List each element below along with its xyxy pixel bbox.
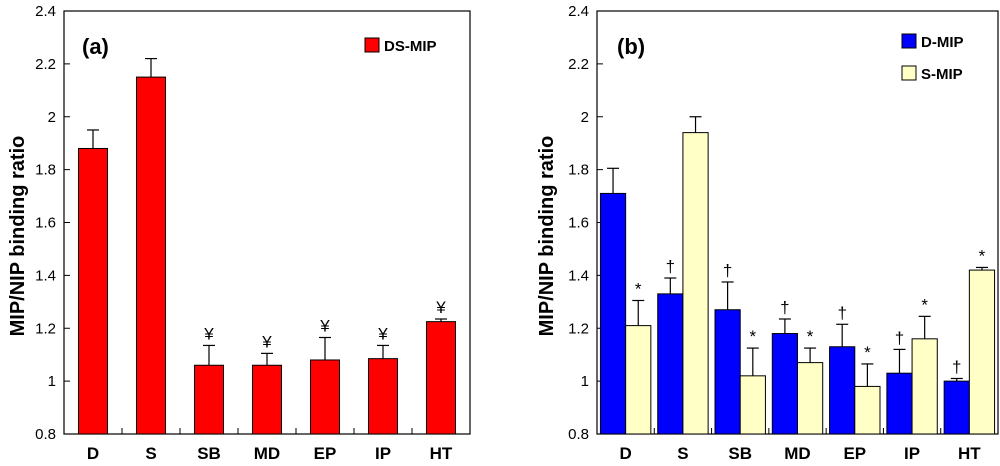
- panel-b: MIP/NIP binding ratio (b) D-MIP S-MIP 0.…: [536, 3, 999, 463]
- panel-label-a: (a): [82, 34, 109, 59]
- significance-mark: *: [807, 327, 814, 346]
- significance-mark: †: [780, 298, 789, 317]
- significance-mark: ¥: [203, 324, 214, 343]
- significance-mark: *: [979, 246, 986, 265]
- legend-swatch-d-mip: [901, 33, 917, 49]
- y-tick-label: 2: [48, 109, 56, 126]
- x-tick-label: D: [620, 444, 632, 463]
- bar-s-mip: [854, 385, 881, 435]
- y-tick-label: 2.4: [35, 3, 56, 20]
- significance-mark: †: [666, 257, 675, 276]
- y-tick-label: 2.4: [568, 3, 589, 20]
- y-tick-label: 2.2: [35, 56, 56, 73]
- bar-s-mip: [682, 132, 709, 435]
- bar-ds-mip: [426, 321, 456, 435]
- x-tick-label: MD: [254, 444, 280, 463]
- bar-d-mip: [771, 333, 799, 435]
- bar-d-mip: [829, 346, 856, 435]
- significance-mark: ¥: [377, 324, 388, 343]
- y-tick-label: 1.6: [568, 215, 589, 232]
- y-tick-label: 0.8: [568, 426, 589, 443]
- legend-swatch-ds-mip: [364, 37, 380, 53]
- legend-swatch-s-mip: [901, 65, 917, 81]
- y-tick-label: 0.8: [35, 426, 56, 443]
- x-tick-label: D: [87, 444, 99, 463]
- x-tick-label: HT: [958, 444, 981, 463]
- bar-s-mip: [739, 375, 766, 435]
- bar-d-mip: [714, 309, 741, 435]
- significance-mark: *: [921, 295, 928, 314]
- y-tick-label: 1.6: [35, 215, 56, 232]
- significance-mark: ¥: [435, 298, 446, 317]
- x-tick-label: EP: [314, 444, 337, 463]
- x-tick-label: MD: [784, 444, 810, 463]
- bar-s-mip: [625, 325, 652, 435]
- significance-mark: †: [837, 303, 846, 322]
- x-tick-label: IP: [375, 444, 391, 463]
- significance-mark: †: [895, 328, 904, 347]
- y-axis-label-b: MIP/NIP binding ratio: [536, 136, 558, 337]
- y-axis-label-a: MIP/NIP binding ratio: [7, 136, 29, 337]
- legend-label-s-mip: S-MIP: [921, 66, 963, 83]
- y-tick-label: 2.2: [568, 56, 589, 73]
- y-tick-label: 1: [48, 373, 56, 390]
- significance-mark: †: [952, 357, 961, 376]
- significance-mark: ¥: [261, 332, 272, 351]
- y-tick-label: 2: [581, 109, 589, 126]
- bar-ds-mip: [252, 364, 282, 435]
- y-tick-label: 1.8: [568, 162, 589, 179]
- bar-s-mip: [968, 269, 996, 435]
- x-tick-label: S: [677, 444, 688, 463]
- bar-d-mip: [886, 372, 913, 435]
- y-tick-label: 1.4: [568, 267, 589, 284]
- x-tick-label: HT: [430, 444, 453, 463]
- y-tick-label: 1.4: [35, 267, 56, 284]
- x-tick-label: EP: [843, 444, 866, 463]
- significance-mark: *: [635, 279, 642, 298]
- panel-a: MIP/NIP binding ratio (a) DS-MIP 0.8 1 1.2…: [7, 3, 471, 463]
- bar-ds-mip: [194, 364, 224, 435]
- bar-ds-mip: [136, 76, 166, 435]
- bar-d-mip: [657, 293, 684, 435]
- bar-s-mip: [797, 362, 824, 435]
- y-tick-label: 1.2: [568, 320, 589, 337]
- significance-mark: ¥: [319, 317, 330, 336]
- bar-d-mip: [943, 380, 970, 435]
- y-tick-label: 1: [581, 373, 589, 390]
- significance-mark: †: [723, 261, 732, 280]
- bar-d-mip: [599, 192, 627, 435]
- y-tick-label: 1.2: [35, 320, 56, 337]
- bar-ds-mip: [368, 358, 398, 435]
- legend-label-d-mip: D-MIP: [921, 34, 964, 51]
- plot-area-a: 0.8 1 1.2 1.4 1.6 1.8 2 2.2 2.4 D S SB MD EP IP HT ¥ ¥ ¥ ¥ ¥: [35, 3, 471, 463]
- bar-s-mip: [911, 338, 938, 435]
- bar-ds-mip: [310, 359, 340, 435]
- legend-label-ds-mip: DS-MIP: [384, 38, 437, 55]
- x-tick-label: SB: [728, 444, 752, 463]
- y-tick-label: 1.8: [35, 162, 56, 179]
- x-tick-label: IP: [904, 444, 920, 463]
- significance-mark: *: [864, 343, 871, 362]
- panel-label-b: (b): [617, 34, 645, 59]
- x-tick-label: SB: [197, 444, 221, 463]
- bar-ds-mip: [78, 147, 108, 435]
- x-tick-label: S: [145, 444, 156, 463]
- plot-area-b: 0.8 1 1.2 1.4 1.6 1.8 2 2.2 2.4 D S SB MD EP IP HT † † † † †…: [568, 3, 999, 463]
- significance-mark: *: [750, 327, 757, 346]
